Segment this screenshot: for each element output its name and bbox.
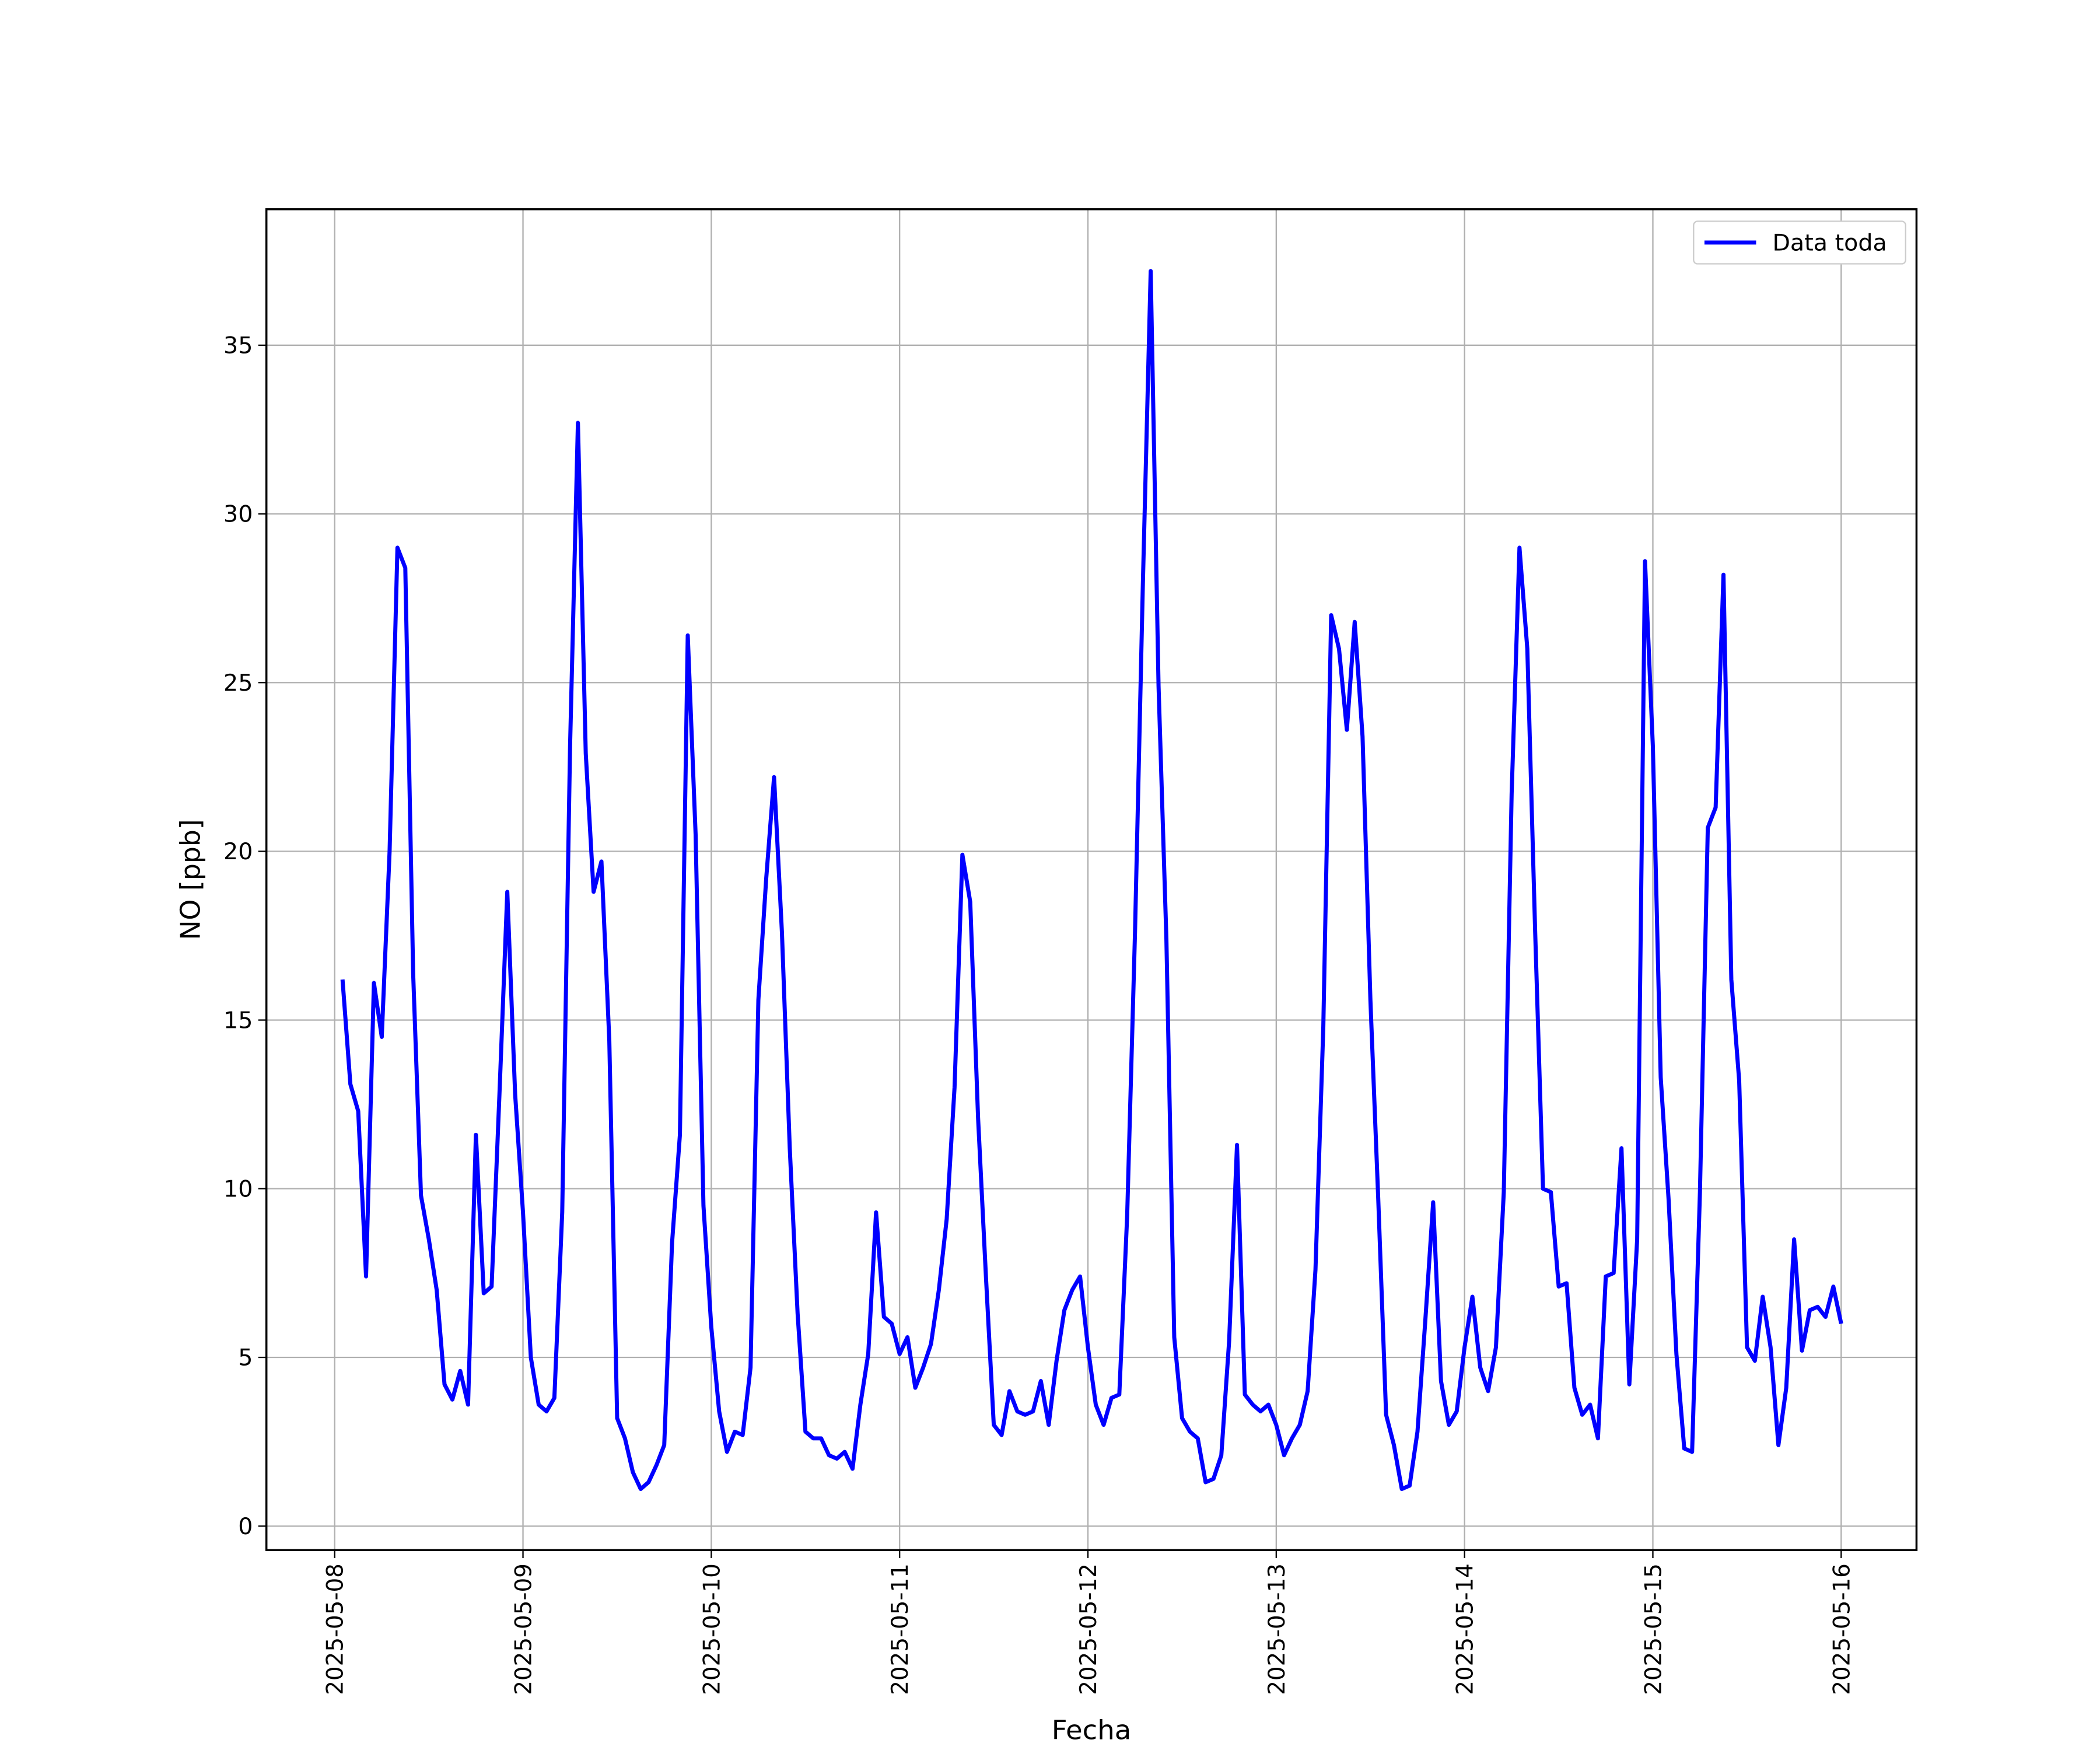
plot-frame: [265, 208, 1918, 1551]
y-tick-label: 5: [238, 1345, 253, 1371]
y-tick-label: 20: [223, 839, 253, 865]
y-tick-label: 15: [223, 1008, 253, 1034]
y-tick-label: 0: [238, 1514, 253, 1540]
x-tick-label: 2025-05-08: [322, 1563, 348, 1695]
x-tick-label: 2025-05-12: [1076, 1563, 1102, 1695]
x-tick-label: 2025-05-11: [887, 1563, 914, 1695]
y-tick-label: 30: [223, 502, 253, 528]
y-axis-label: NO [ppb]: [174, 819, 206, 940]
legend-label: Data toda: [1772, 230, 1887, 257]
x-tick-label: 2025-05-10: [699, 1563, 725, 1695]
legend: Data toda: [1693, 220, 1906, 265]
x-tick-label: 2025-05-16: [1829, 1563, 1855, 1695]
data-line: [340, 269, 1843, 1492]
x-axis-label: Fecha: [1052, 1714, 1132, 1745]
y-tick-label: 35: [223, 333, 253, 359]
y-tick-label: 25: [223, 670, 253, 696]
legend-box: [1693, 220, 1906, 265]
x-tick-label: 2025-05-13: [1264, 1563, 1290, 1695]
x-tick-label: 2025-05-14: [1452, 1563, 1478, 1695]
y-tick-label: 10: [223, 1177, 253, 1203]
x-tick-label: 2025-05-09: [510, 1563, 537, 1695]
x-tick-label: 2025-05-15: [1640, 1563, 1667, 1695]
